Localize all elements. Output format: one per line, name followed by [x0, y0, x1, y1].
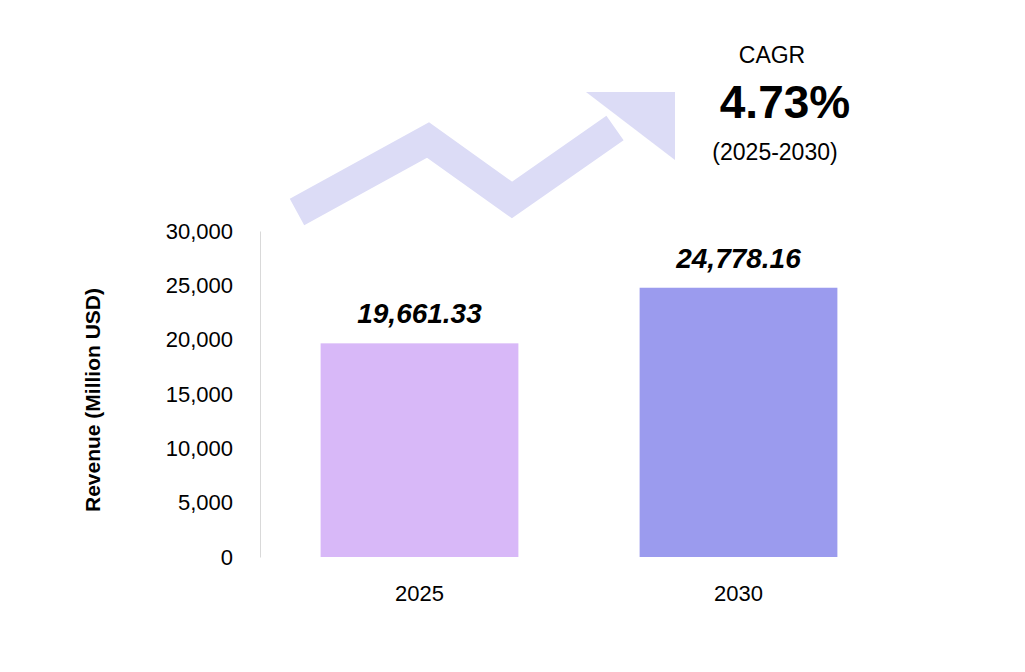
y-tick-label: 0: [221, 545, 233, 570]
x-axis: 2025 2030: [395, 557, 763, 606]
y-tick-label: 10,000: [166, 436, 233, 461]
y-axis-title: Revenue (Million USD): [81, 288, 104, 512]
x-tick-label: 2025: [395, 581, 444, 606]
arrow-body: [297, 128, 615, 212]
chart: 0 5,000 10,000 15,000 20,000 25,000 30,000 2025…: [0, 0, 1025, 672]
y-axis: 0 5,000 10,000 15,000 20,000 25,000 30,000: [166, 219, 261, 570]
y-tick-label: 25,000: [166, 273, 233, 298]
annotation: CAGR: [739, 42, 805, 68]
y-axis-line: [260, 232, 261, 558]
data-label: 24,778.16: [675, 243, 801, 274]
y-tick: 15,000: [166, 382, 260, 407]
trend-arrow: [297, 92, 675, 212]
y-tick: 30,000: [166, 219, 260, 244]
y-tick: 0: [221, 545, 260, 570]
data-labels: 19,661.33 24,778.16: [357, 243, 801, 330]
x-tick: 2030: [714, 557, 763, 606]
bars: [321, 288, 838, 557]
y-tick: 25,000: [166, 273, 260, 298]
data-label: 19,661.33: [357, 298, 482, 329]
annotation: 4.73%: [720, 76, 850, 128]
y-tick: 5,000: [178, 490, 260, 515]
y-tick-label: 5,000: [178, 490, 233, 515]
arrow-head: [586, 92, 675, 160]
bar: [640, 288, 838, 557]
x-tick-label: 2030: [714, 581, 763, 606]
y-tick: 10,000: [166, 436, 260, 461]
y-tick-label: 30,000: [166, 219, 233, 244]
bar: [321, 343, 519, 557]
y-tick: 20,000: [166, 327, 260, 352]
annotations: CAGR 4.73% (2025-2030): [712, 42, 850, 165]
y-tick-label: 20,000: [166, 327, 233, 352]
annotation: (2025-2030): [712, 139, 837, 165]
y-tick-label: 15,000: [166, 382, 233, 407]
x-tick: 2025: [395, 557, 444, 606]
